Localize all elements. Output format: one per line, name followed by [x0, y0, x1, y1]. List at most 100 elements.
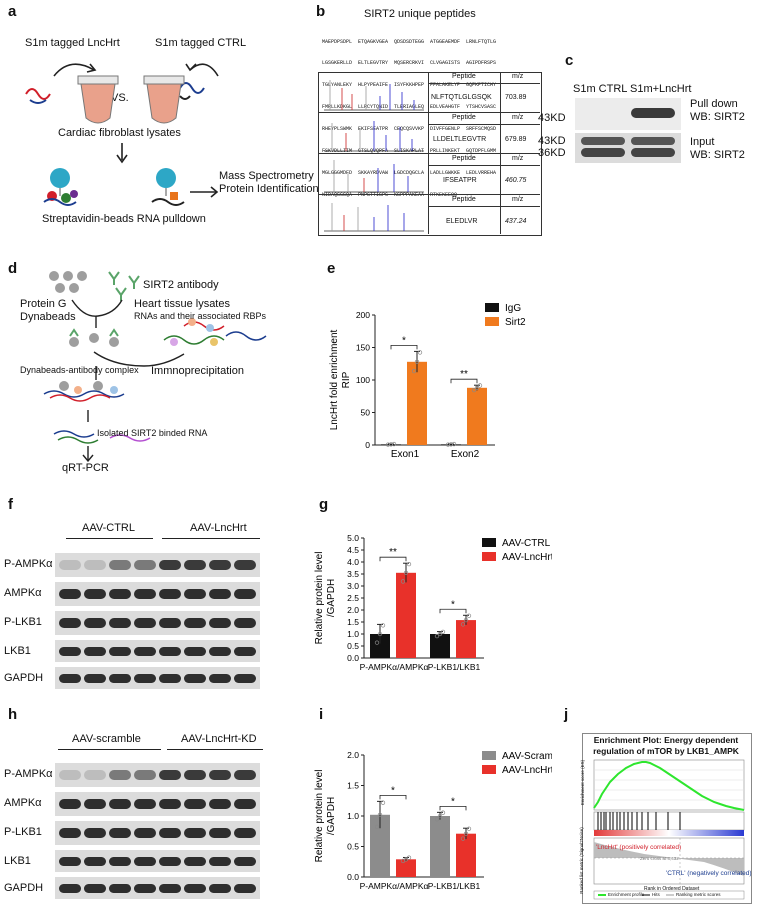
peptide-header: Peptide: [452, 196, 476, 203]
significance-bracket: [450, 378, 478, 384]
blot-h-row: [55, 877, 260, 899]
wb-sirt2-label-1: WB: SIRT2: [690, 111, 745, 123]
bar: [467, 387, 487, 445]
x-tick-label: P-LKB1/LKB1: [428, 662, 481, 672]
panel-d-letter: d: [8, 260, 18, 277]
sirt2-antibody-label: SIRT2 antibody: [143, 279, 219, 291]
y-tick-label: 0.5: [347, 842, 359, 852]
isolated-rna-label: Isolated SIRT2 binded RNA: [97, 428, 208, 438]
blot-band: [84, 857, 106, 866]
blot-band: [59, 799, 81, 809]
y-tick-label: 4.0: [347, 557, 359, 567]
blot-band: [84, 618, 106, 628]
data-point: [400, 579, 406, 584]
peptide-seq: IFSEATPR: [443, 177, 477, 184]
s1m-lnchrt-label: S1m tagged LncHrt: [25, 37, 120, 49]
blot-h-row: [55, 821, 260, 845]
blot-row-label: P-AMPKα: [4, 768, 53, 780]
blot-band: [184, 589, 206, 599]
blot-f-row: [55, 667, 260, 689]
mass-spec-label: Mass Spectrometry: [219, 170, 314, 182]
y-tick-label: 0.0: [347, 872, 359, 882]
y-tick-label: 4.5: [347, 545, 359, 555]
blot-band: [134, 799, 156, 809]
wb-sirt2-label-2: WB: SIRT2: [690, 149, 745, 161]
legend-swatch: [485, 303, 499, 312]
blot-band: [59, 828, 81, 838]
kd-43-2: 43KD: [538, 135, 566, 147]
significance-mark: *: [391, 785, 395, 796]
data-point: [388, 442, 394, 447]
panel-a-letter: a: [8, 3, 17, 20]
panel-b-letter: b: [316, 3, 326, 20]
significance-mark: **: [389, 547, 397, 558]
blot-band: [184, 828, 206, 838]
bar: [370, 814, 390, 877]
gsea-title-line: regulation of mTOR by LKB1_AMPK: [593, 746, 739, 756]
data-point: [406, 855, 412, 860]
data-point: [451, 441, 457, 447]
peptide-mz: 703.89: [505, 94, 527, 101]
sequence-row: TGLYANLEKY HLPYPEAIFE ISYFKKHPEP FFALAKE…: [322, 82, 497, 89]
qrt-pcr-label: qRT-PCR: [62, 462, 109, 474]
group-aav-ctrl: AAV-CTRL: [82, 522, 135, 534]
y-tick-label: 2.0: [347, 605, 359, 615]
x-tick-label: P-AMPKα/AMPKα: [360, 881, 429, 891]
data-point: [471, 387, 477, 393]
blot-band: [159, 857, 181, 866]
significance-mark: *: [402, 335, 406, 346]
panel-i-letter: i: [319, 706, 324, 723]
group-aav-scramble: AAV-scramble: [72, 733, 141, 745]
legend-swatch: [485, 317, 499, 326]
data-point: [463, 617, 469, 623]
blot-row-label: LKB1: [4, 855, 31, 867]
blot-row-label: AMPKα: [4, 587, 42, 599]
blot-h-row: [55, 763, 260, 787]
blot-row-label: GAPDH: [4, 672, 44, 684]
data-point: [391, 441, 397, 447]
y-tick-label: 200: [356, 310, 370, 320]
gsea-neg-label: 'CTRL' (negatively correlated): [666, 870, 752, 877]
significance-mark: **: [460, 369, 468, 380]
blot-band: [134, 674, 156, 683]
gsea-ylabel-es: Enrichment score (ES): [580, 759, 586, 806]
blot-band: [159, 884, 181, 893]
data-point: [437, 813, 443, 819]
data-point: [445, 442, 451, 447]
blot-band: [84, 560, 106, 570]
blot-band: [209, 799, 231, 809]
input-blot: [575, 133, 681, 163]
blot-band: [234, 674, 256, 683]
blot-band: [159, 589, 181, 599]
bar: [381, 444, 401, 446]
blot-band: [59, 674, 81, 683]
blot-band: [159, 674, 181, 683]
chart-g-protein: 0.0 0.5 1.0 1.5 2.0 2.5 3.0 3.5 4.0 4.5 5.0 Relativ…: [314, 533, 552, 672]
y-axis-label: /GAPDH: [326, 579, 337, 617]
ip-label: Immnoprecipitation: [151, 365, 244, 377]
x-tick-label: P-LKB1/LKB1: [428, 881, 481, 891]
blot-band: [84, 589, 106, 599]
legend-label: AAV-LncHrt KD: [502, 765, 552, 776]
mz-header: m/z: [512, 196, 524, 203]
blot-band: [209, 884, 231, 893]
blot-band: [109, 828, 131, 838]
blot-band: [209, 618, 231, 628]
blot-h-row: [55, 850, 260, 872]
panel-j-letter: j: [564, 706, 569, 723]
y-tick-label: 1.0: [347, 629, 359, 639]
blot-band: [84, 799, 106, 809]
blot-band: [134, 828, 156, 838]
blot-band: [184, 857, 206, 866]
legend-label: AAV-LncHrt: [502, 552, 552, 563]
blot-band: [109, 647, 131, 656]
data-point: [434, 817, 440, 822]
gsea-legend-hits: Hits: [652, 892, 660, 897]
data-point: [437, 631, 443, 637]
pulldown-label: Pull down: [690, 98, 738, 110]
blot-band: [159, 560, 181, 570]
data-point: [385, 442, 391, 447]
gsea-legend-profile: Enrichment profile: [608, 892, 645, 897]
y-axis-label: /GAPDH: [326, 797, 337, 835]
blot-band: [59, 647, 81, 656]
